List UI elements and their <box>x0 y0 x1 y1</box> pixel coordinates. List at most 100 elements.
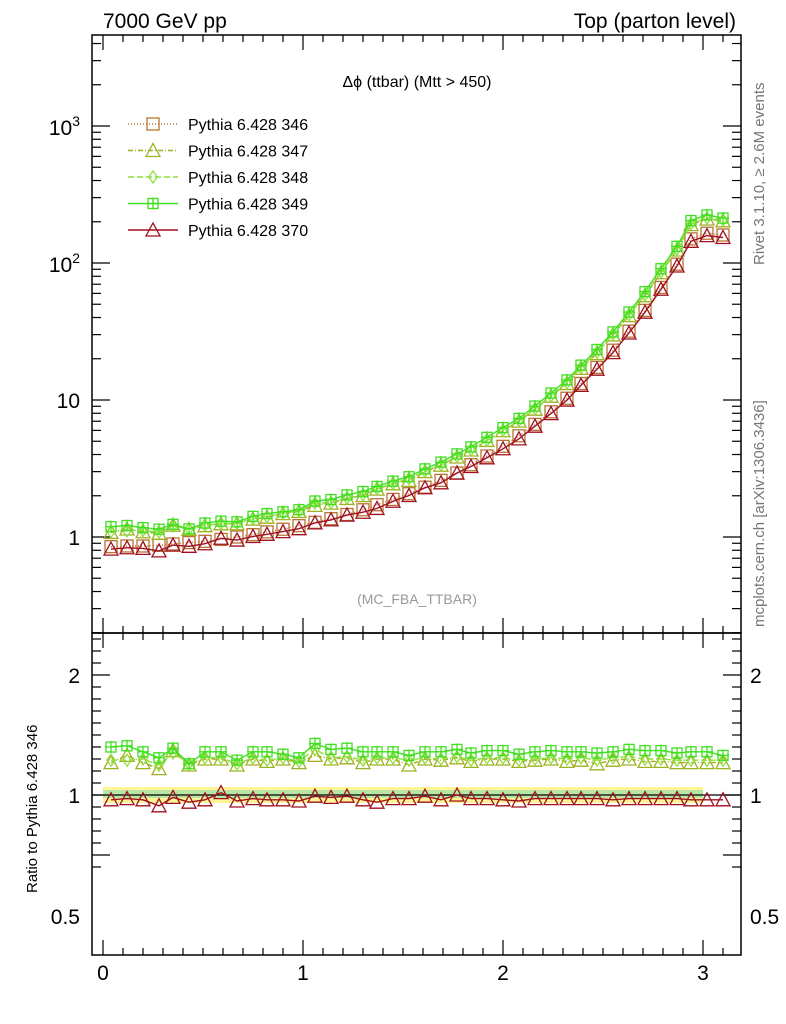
ratio-2-point <box>514 753 524 768</box>
ratio-2-point <box>216 750 226 765</box>
ratio-tick-label-05-left: 0.5 <box>51 906 80 929</box>
ratio-2-point <box>326 750 336 765</box>
ratio-4-point <box>290 792 308 808</box>
x-tick-label-0: 0 <box>97 962 109 985</box>
series-2-point <box>482 432 492 448</box>
ratio-4-point <box>306 787 324 803</box>
ratio-4-point <box>196 791 214 807</box>
series-1-point <box>118 520 136 536</box>
series-4-point <box>668 257 686 273</box>
series-0-point <box>496 439 510 453</box>
series-4-point <box>196 535 214 551</box>
ratio-tick-label-05-right: 0.5 <box>750 906 779 929</box>
ratio-4-point <box>588 790 606 806</box>
ratio-4-point <box>102 791 120 807</box>
ratio-2-point <box>656 751 666 767</box>
ratio-4-point <box>354 791 372 807</box>
ratio-1-point <box>134 754 152 770</box>
ratio-1-point <box>400 756 418 772</box>
series-4-point <box>620 324 638 340</box>
ratio-4-point <box>432 791 450 807</box>
ratio-band-green <box>103 790 703 798</box>
series-line-0 <box>110 232 724 548</box>
series-0-point <box>182 535 196 550</box>
series-4-point <box>368 500 386 516</box>
ratio-4-point <box>400 790 418 806</box>
ratio-2-point <box>232 756 242 771</box>
ratio-4-point <box>244 790 262 806</box>
series-4-point <box>384 492 402 508</box>
ratio-line-4 <box>110 791 723 807</box>
ratio-4-point <box>668 790 686 806</box>
ratio-4-point <box>698 791 716 807</box>
series-4-point <box>134 540 152 556</box>
ratio-1-point <box>150 760 168 776</box>
series-line-1 <box>110 218 724 535</box>
series-4-point <box>542 405 560 421</box>
series-4-point <box>636 303 654 319</box>
series-0-point <box>292 519 306 533</box>
series-4-point <box>322 511 340 527</box>
legend-label-3: Pythia 6.428 349 <box>188 197 308 214</box>
series-4-point <box>416 479 434 495</box>
series-2-point <box>592 345 602 360</box>
series-4-point <box>338 506 356 522</box>
series-2-point <box>656 264 666 279</box>
ratio-4-point <box>448 786 466 802</box>
ratio-2-point <box>608 750 618 765</box>
series-4-point <box>290 520 308 536</box>
ratio-ylabel: Ratio to Pythia 6.428 346 <box>24 725 41 893</box>
series-4-point <box>306 514 324 530</box>
ratio-2-point <box>294 754 304 769</box>
series-2-point <box>530 401 540 416</box>
ratio-4-point <box>212 784 230 800</box>
series-4-point <box>494 440 512 456</box>
ratio-2-point <box>372 750 382 765</box>
ratio-4-point <box>274 791 292 807</box>
ratio-2-point <box>686 753 696 768</box>
series-0-point <box>606 343 620 357</box>
series-4-point <box>572 376 590 392</box>
series-line-3 <box>110 214 724 530</box>
series-4-point <box>714 229 732 245</box>
legend-marker-1 <box>144 142 162 158</box>
ratio-line-1 <box>110 749 723 770</box>
series-0-point <box>104 540 118 554</box>
x-tick-label-3: 3 <box>697 962 709 985</box>
legend-label-2: Pythia 6.428 348 <box>188 170 308 187</box>
series-0-point <box>512 429 526 443</box>
ratio-4-point <box>526 790 544 806</box>
series-4-point <box>652 280 670 296</box>
chart-title: Δϕ (ttbar) (Mtt > 450) <box>342 74 491 91</box>
series-0-point <box>356 503 370 517</box>
ratio-4-point <box>150 797 168 813</box>
series-4-point <box>448 464 466 480</box>
series-4-point <box>150 542 168 558</box>
ratio-2-point <box>342 749 352 764</box>
ratio-2-point <box>420 750 430 765</box>
series-4-point <box>212 529 230 545</box>
series-4-point <box>118 539 136 555</box>
series-4-point <box>462 458 480 474</box>
series-2-point <box>122 523 132 538</box>
ratio-plot-frame <box>91 632 742 956</box>
legend-marker-2 <box>148 169 158 185</box>
series-2-point <box>672 241 682 257</box>
ratio-4-point <box>462 790 480 806</box>
ratio-line-3 <box>110 742 724 765</box>
series-4-point <box>588 360 606 376</box>
ratio-2-point <box>248 750 258 765</box>
series-4-point <box>354 503 372 519</box>
y-tick-label-10: 10 <box>57 390 80 413</box>
series-0-point <box>230 530 244 544</box>
ratio-4-point <box>510 792 528 808</box>
series-4-point <box>102 540 120 556</box>
series-2-point <box>686 216 696 231</box>
series-4-point <box>164 536 182 552</box>
ratio-2-point <box>718 753 728 768</box>
ratio-2-point <box>106 753 116 768</box>
series-0-point <box>136 539 150 553</box>
series-0-point <box>716 228 730 242</box>
ratio-tick-label-1-right: 1 <box>750 785 762 808</box>
ratio-tick-label-2-right: 2 <box>750 665 762 688</box>
